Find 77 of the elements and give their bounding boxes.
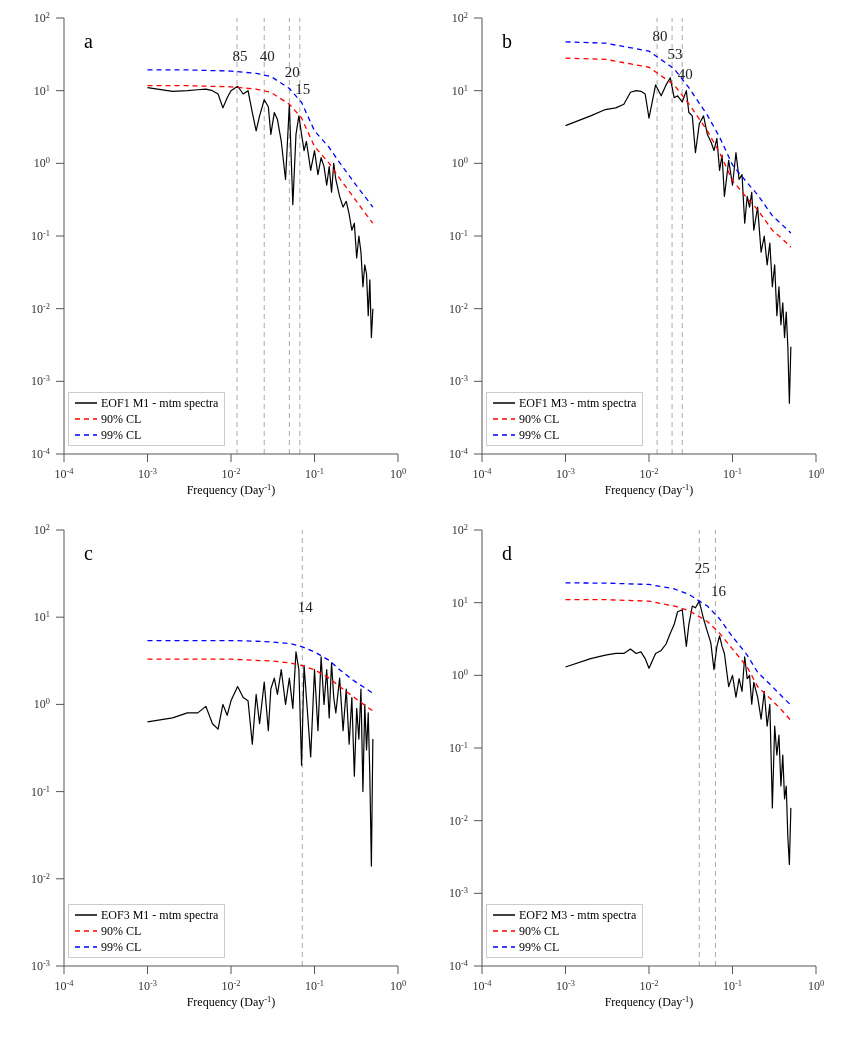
x-tick-label: 10$^{-1}$: [723, 978, 742, 993]
y-tick-label: 10$^{2}$: [451, 10, 468, 25]
annotation: 40: [259, 48, 275, 64]
y-tick-label: 10$^{2}$: [33, 10, 50, 25]
y-tick-label: 10$^{1}$: [451, 595, 468, 610]
x-axis-title: Frequency (Day$^{-1}$): [186, 482, 276, 497]
y-tick-label: 10$^{-1}$: [449, 740, 468, 755]
legend-label: EOF1 M1 - mtm spectra: [101, 395, 219, 411]
y-tick-label: 10$^{-3}$: [449, 885, 468, 901]
y-tick-label: 10$^{0}$: [33, 155, 50, 171]
legend-label: 90% CL: [101, 923, 142, 939]
x-tick-label: 10$^{-2}$: [221, 466, 241, 481]
y-tick-label: 10$^{-2}$: [31, 301, 50, 316]
annotation: 80: [652, 27, 668, 44]
y-tick-label: 10$^{1}$: [33, 83, 50, 98]
legend-label: 99% CL: [101, 427, 142, 443]
x-tick-label: 10$^{-3}$: [556, 978, 575, 993]
x-tick-label: 10$^{-3}$: [138, 978, 157, 993]
annotation: b: [502, 30, 512, 53]
x-tick-label: 10$^{-1}$: [723, 466, 742, 481]
legend-label: 99% CL: [519, 427, 560, 443]
x-tick-label: 10$^{-1}$: [305, 466, 324, 481]
y-tick-label: 10$^{-4}$: [449, 446, 469, 461]
y-tick-label: 10$^{-1}$: [31, 228, 50, 243]
y-tick-label: 10$^{-1}$: [449, 228, 468, 243]
y-tick-label: 10$^{-2}$: [449, 301, 468, 316]
y-tick-label: 10$^{2}$: [451, 522, 468, 537]
x-tick-label: 10$^{0}$: [807, 466, 825, 481]
annotation: 85: [232, 48, 248, 64]
x-tick-label: 10$^{-4}$: [54, 466, 75, 481]
legend-label: EOF2 M3 - mtm spectra: [519, 907, 637, 923]
y-tick-label: 10$^{-3}$: [31, 373, 50, 389]
annotation: c: [84, 542, 93, 565]
annotation: 15: [295, 81, 311, 98]
x-tick-label: 10$^{-2}$: [221, 978, 241, 993]
annotation: a: [84, 30, 93, 53]
y-tick-label: 10$^{1}$: [451, 83, 468, 98]
legend-label: EOF3 M1 - mtm spectra: [101, 907, 219, 923]
annotation: 40: [677, 65, 693, 82]
x-tick-label: 10$^{-2}$: [639, 978, 659, 993]
x-tick-label: 10$^{-4}$: [472, 978, 493, 993]
y-tick-label: 10$^{-1}$: [31, 784, 50, 799]
x-tick-label: 10$^{-3}$: [556, 466, 575, 481]
x-tick-label: 10$^{0}$: [389, 978, 407, 993]
legend-label: 90% CL: [519, 923, 560, 939]
x-axis-title: Frequency (Day$^{-1}$): [604, 482, 694, 497]
annotation: 25: [694, 560, 710, 576]
y-tick-label: 10$^{-2}$: [449, 813, 468, 828]
annotation: d: [502, 542, 512, 565]
legend-label: 90% CL: [101, 411, 142, 427]
x-tick-label: 10$^{-4}$: [472, 466, 493, 481]
y-tick-label: 10$^{1}$: [33, 609, 50, 625]
legend-label: 99% CL: [519, 939, 560, 955]
x-tick-label: 10$^{-4}$: [54, 978, 75, 993]
annotation: 16: [710, 582, 727, 599]
x-axis-title: Frequency (Day$^{-1}$): [186, 994, 276, 1009]
x-axis-title: Frequency (Day$^{-1}$): [604, 994, 694, 1009]
y-tick-label: 10$^{-4}$: [449, 958, 469, 973]
legend-label: 90% CL: [519, 411, 560, 427]
x-tick-label: 10$^{0}$: [389, 466, 407, 481]
annotation: 20: [284, 64, 300, 81]
legend-label: EOF1 M3 - mtm spectra: [519, 395, 637, 411]
y-tick-label: 10$^{0}$: [451, 667, 468, 683]
y-tick-label: 10$^{-3}$: [449, 373, 468, 389]
y-tick-label: 10$^{-2}$: [31, 871, 50, 886]
y-tick-label: 10$^{2}$: [33, 522, 50, 537]
x-tick-label: 10$^{-2}$: [639, 466, 659, 481]
annotation: 14: [297, 599, 314, 616]
x-tick-label: 10$^{0}$: [807, 978, 825, 993]
x-tick-label: 10$^{-1}$: [305, 978, 324, 993]
annotation: 53: [667, 45, 683, 62]
legend-label: 99% CL: [101, 939, 142, 955]
y-tick-label: 10$^{0}$: [33, 696, 50, 712]
y-tick-label: 10$^{-4}$: [31, 446, 51, 461]
x-tick-label: 10$^{-3}$: [138, 466, 157, 481]
y-tick-label: 10$^{-3}$: [31, 958, 50, 973]
y-tick-label: 10$^{0}$: [451, 155, 468, 171]
